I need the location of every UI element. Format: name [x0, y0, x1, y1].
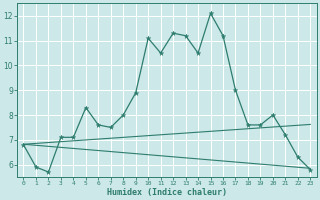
X-axis label: Humidex (Indice chaleur): Humidex (Indice chaleur): [107, 188, 227, 197]
